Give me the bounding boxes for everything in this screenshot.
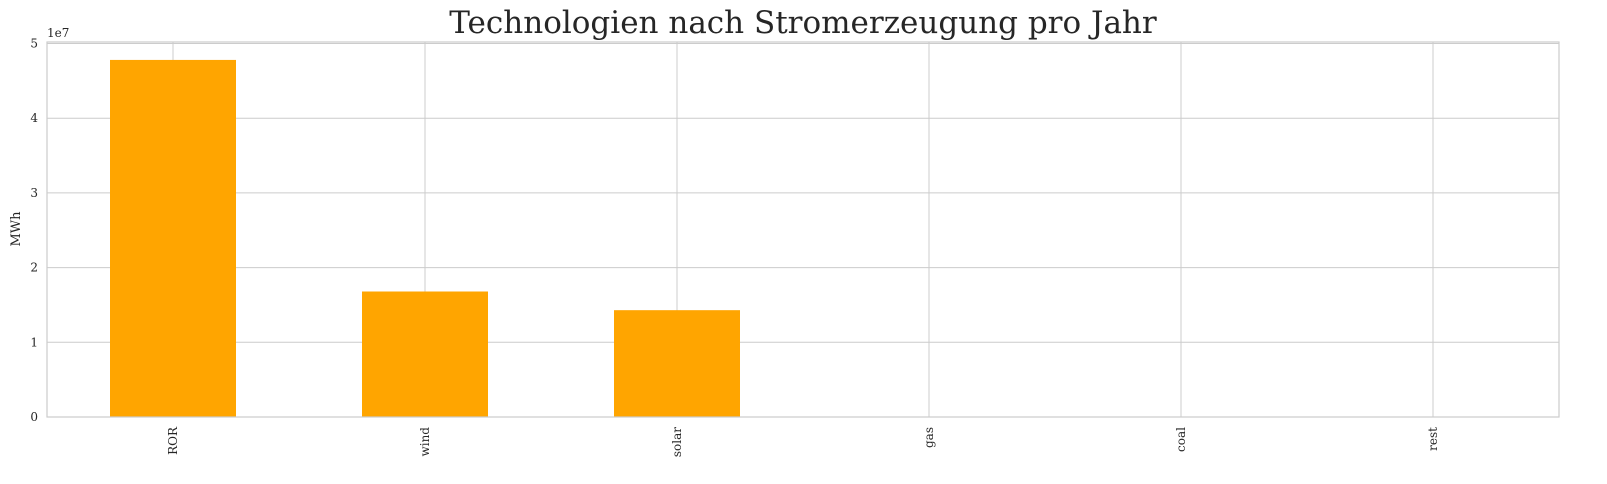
bar-wind [362, 291, 488, 417]
x-tick-label: coal [1174, 427, 1188, 452]
y-axis-ticks: 0 1 2 3 4 5 [30, 36, 38, 424]
y-tick-label: 0 [30, 410, 38, 424]
bar-solar [614, 310, 740, 417]
plot-border [46, 41, 1560, 418]
y-tick-label: 1 [30, 335, 38, 349]
x-tick-label: wind [418, 427, 432, 457]
y-tick-label: 2 [30, 261, 38, 275]
y-axis-offset-label: 1e7 [47, 26, 69, 40]
x-tick-label: ROR [166, 426, 180, 455]
y-tick-label: 4 [30, 111, 38, 125]
x-tick-label: gas [922, 427, 936, 448]
plot-frame [46, 41, 1560, 418]
bars [110, 59, 740, 418]
bar-ror [110, 59, 236, 418]
chart-title: Technologien nach Stromerzeugung pro Jah… [449, 5, 1157, 41]
x-tick-label: rest [1426, 427, 1440, 451]
y-axis-label: MWh [9, 211, 24, 247]
y-tick-label: 3 [30, 186, 38, 200]
x-axis-ticks: ROR wind solar gas coal rest [166, 426, 1440, 457]
grid [47, 42, 1559, 418]
x-tick-label: solar [670, 427, 684, 457]
y-tick-label: 5 [30, 36, 38, 50]
